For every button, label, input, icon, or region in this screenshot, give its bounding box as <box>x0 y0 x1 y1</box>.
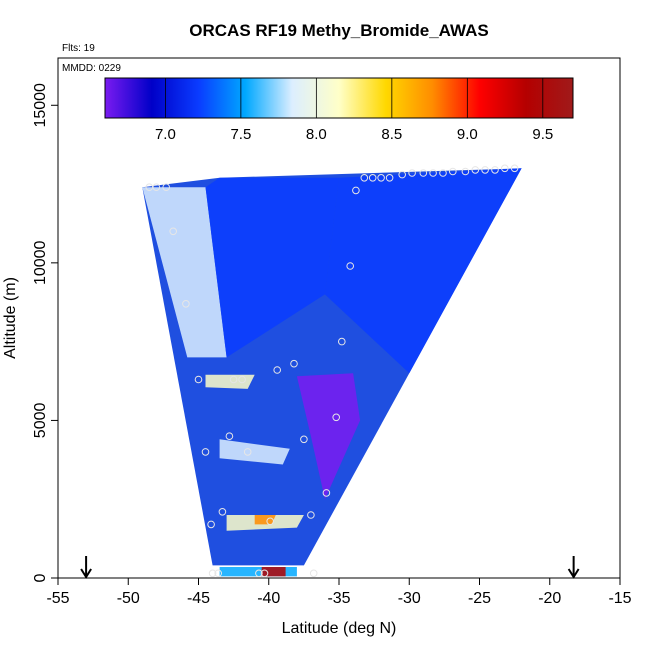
sample-point-26 <box>346 262 355 270</box>
sample-point-9 <box>214 569 222 578</box>
x-tick-label-1: -50 <box>117 590 140 607</box>
sample-point-23 <box>322 489 331 497</box>
sample-point-14 <box>243 448 252 456</box>
flights-annotation: Flts: 19 <box>62 43 95 54</box>
down-arrow-icon <box>80 556 92 579</box>
sample-point-24 <box>332 413 341 422</box>
sample-point-40 <box>481 166 489 174</box>
colorbar-gradient <box>104 77 574 119</box>
sample-point-5 <box>194 375 203 384</box>
colorbar-tick-label-3: 8.5 <box>381 126 402 143</box>
sample-point-35 <box>429 169 437 177</box>
y-tick-label-0: 0 <box>32 573 49 582</box>
field-region-0 <box>142 187 227 358</box>
sample-point-36 <box>439 169 447 177</box>
x-tick-label-6: -25 <box>468 590 491 607</box>
sample-point-12 <box>229 375 238 384</box>
sample-point-30 <box>377 174 385 182</box>
sample-point-29 <box>368 174 377 182</box>
sample-point-27 <box>352 186 360 195</box>
field-region-7 <box>254 515 276 525</box>
mmdd-annotation: MMDD: 0229 <box>62 63 121 74</box>
colorbar-tick-label-4: 9.0 <box>457 126 478 143</box>
sample-point-11 <box>225 432 234 441</box>
field-region-3 <box>296 373 361 500</box>
colorbar-tick-label-2: 8.0 <box>306 126 327 143</box>
sample-point-32 <box>398 170 407 179</box>
y-axis: 0 5000 10000 15000 <box>32 83 58 582</box>
field-region-4 <box>205 374 255 389</box>
x-axis: -55 -50 -45 -40 -35 -30 -25 -20 -15 <box>46 578 632 607</box>
colorbar-ticks: 7.0 7.5 8.0 8.5 9.0 9.5 <box>155 78 553 143</box>
x-tick-label-4: -35 <box>327 590 350 607</box>
sample-point-2 <box>162 183 170 191</box>
sample-point-28 <box>360 174 369 182</box>
sample-point-4 <box>182 300 190 308</box>
sample-point-43 <box>510 164 519 173</box>
colorbar-tick-label-1: 7.5 <box>230 126 251 143</box>
sample-point-8 <box>208 569 217 578</box>
sample-point-41 <box>491 166 499 174</box>
sample-point-16 <box>260 569 269 578</box>
sample-point-13 <box>238 375 246 384</box>
field-region-9 <box>261 567 286 577</box>
colorbar: 7.0 7.5 8.0 8.5 9.0 9.5 <box>104 77 574 143</box>
sample-point-20 <box>300 435 308 444</box>
sample-point-22 <box>309 569 318 578</box>
y-tick-label-1: 5000 <box>32 403 49 439</box>
x-tick-label-2: -45 <box>187 590 210 607</box>
colorbar-tick-label-5: 9.5 <box>532 126 553 143</box>
y-tick-label-2: 10000 <box>32 240 49 285</box>
y-tick-label-3: 15000 <box>32 83 49 128</box>
concentration-field <box>142 168 522 577</box>
sample-point-18 <box>273 366 282 374</box>
sample-point-7 <box>207 520 215 529</box>
location-markers <box>80 556 580 579</box>
sample-point-42 <box>501 164 509 173</box>
down-arrow-icon <box>567 556 580 579</box>
sample-point-15 <box>255 569 263 578</box>
sample-point-25 <box>338 337 346 346</box>
sample-point-21 <box>307 511 315 519</box>
sample-point-33 <box>408 169 416 177</box>
sample-point-3 <box>169 227 177 236</box>
plot-area <box>142 164 522 578</box>
sample-point-1 <box>152 183 161 191</box>
chart-title: ORCAS RF19 Methy_Bromide_AWAS <box>189 21 488 40</box>
sample-point-31 <box>385 174 394 182</box>
sample-point-39 <box>471 166 480 174</box>
field-region-1 <box>205 177 339 358</box>
sample-point-6 <box>201 448 210 456</box>
sample-points <box>145 164 519 578</box>
sample-point-38 <box>461 167 470 176</box>
sample-point-34 <box>419 169 428 177</box>
x-tick-label-3: -40 <box>257 590 280 607</box>
field-region-2 <box>324 168 522 374</box>
sample-point-19 <box>290 359 298 368</box>
sample-point-10 <box>218 508 227 516</box>
x-tick-label-7: -20 <box>538 590 561 607</box>
sample-point-17 <box>266 517 275 526</box>
y-axis-title: Altitude (m) <box>2 277 19 359</box>
x-tick-label-5: -30 <box>398 590 421 607</box>
sample-point-37 <box>449 167 457 176</box>
x-axis-title: Latitude (deg N) <box>282 620 397 637</box>
x-tick-label-8: -15 <box>608 590 631 607</box>
field-region-5 <box>219 439 290 465</box>
x-tick-label-0: -55 <box>46 590 69 607</box>
colorbar-tick-label-0: 7.0 <box>155 126 176 143</box>
